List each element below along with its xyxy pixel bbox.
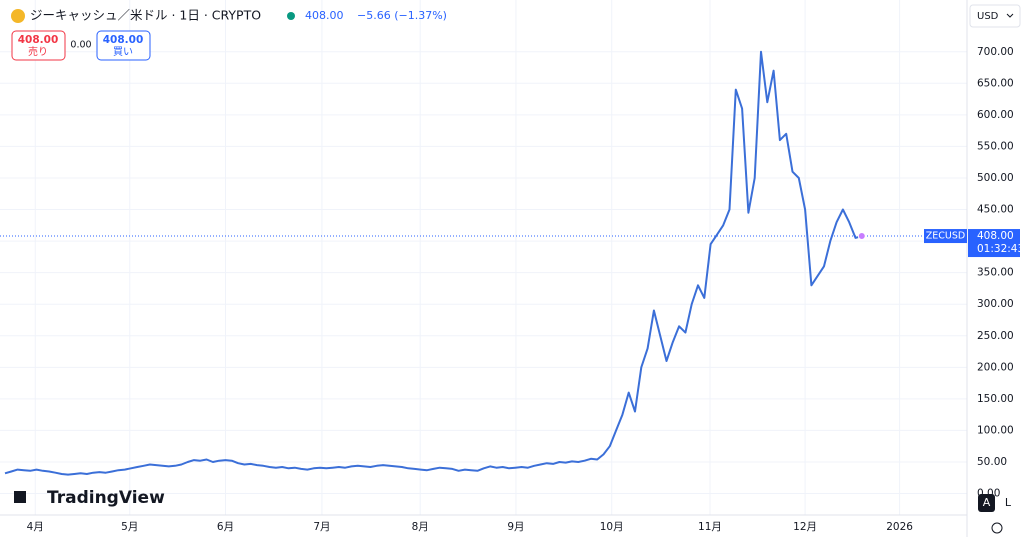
x-tick-label: 4月: [27, 521, 44, 533]
symbol-tag: [924, 229, 967, 244]
y-tick-label: 200.00: [977, 361, 1014, 373]
y-tick-label: 0.00: [977, 488, 1000, 500]
buy-price[interactable]: 408.00: [103, 34, 144, 46]
y-tick-label: 150.00: [977, 393, 1014, 405]
dropdown-arrow[interactable]: [1006, 13, 1014, 18]
y-tick-label: 300.00: [977, 298, 1014, 310]
y-tick-label: 700.00: [977, 46, 1014, 58]
x-tick-label: 8月: [412, 521, 429, 533]
price-tag-countdown: 01:32:43: [977, 243, 1024, 255]
x-tick-label: 5月: [121, 521, 138, 533]
buy-label[interactable]: 買い: [113, 46, 133, 58]
y-tick-label: 600.00: [977, 109, 1014, 121]
status-dot: [287, 12, 295, 20]
auto-scale-label[interactable]: A: [983, 496, 991, 509]
settings-icon[interactable]: [991, 522, 1003, 534]
y-tick-label: 550.00: [977, 140, 1014, 152]
price-tag: [968, 229, 1020, 258]
sell-price[interactable]: 408.00: [18, 34, 59, 46]
spread: 0.00: [70, 40, 91, 51]
coin-logo: [11, 9, 25, 23]
currency-selector[interactable]: [969, 4, 1021, 28]
x-tick-label: 9月: [507, 521, 524, 533]
x-tick-label: 2026: [886, 521, 913, 533]
sell-label[interactable]: 売り: [28, 45, 48, 58]
last-point: [857, 232, 866, 241]
price-line: [4, 50, 863, 476]
symbol-tag-label: ZECUSD: [926, 231, 965, 242]
x-tick-label: 11月: [698, 521, 722, 533]
last-price: 408.00: [305, 9, 344, 22]
log-scale-label[interactable]: L: [1005, 496, 1012, 509]
x-tick-label: 12月: [793, 521, 817, 533]
y-tick-label: 100.00: [977, 424, 1014, 436]
buy-button[interactable]: [96, 30, 151, 61]
symbol-title: ジーキャッシュ／米ドル · 1日 · CRYPTO: [30, 8, 261, 23]
tv-icon: [14, 491, 26, 503]
sell-button[interactable]: [11, 30, 66, 61]
grid: [0, 0, 967, 515]
y-tick-label: 500.00: [977, 172, 1014, 184]
y-tick-label: 50.00: [977, 456, 1007, 468]
y-tick-label: 250.00: [977, 330, 1014, 342]
y-tick-label: 450.00: [977, 204, 1014, 216]
x-tick-label: 7月: [313, 521, 330, 533]
y-tick-label: 350.00: [977, 267, 1014, 279]
auto-scale-button[interactable]: [978, 494, 995, 512]
x-tick-label: 6月: [217, 521, 234, 533]
plot: 0.00 50.00 100.00 150.00 200.00 250.00 300.00 3…: [0, 46, 1024, 533]
price-tag-price: 408.00: [977, 230, 1014, 242]
tradingview-logo: TradingView: [47, 488, 165, 508]
currency[interactable]: USD: [977, 11, 999, 22]
x-tick-label: 10月: [600, 521, 624, 533]
y-tick-label: 650.00: [977, 77, 1014, 89]
price-change: −5.66 (−1.37%): [357, 9, 447, 22]
